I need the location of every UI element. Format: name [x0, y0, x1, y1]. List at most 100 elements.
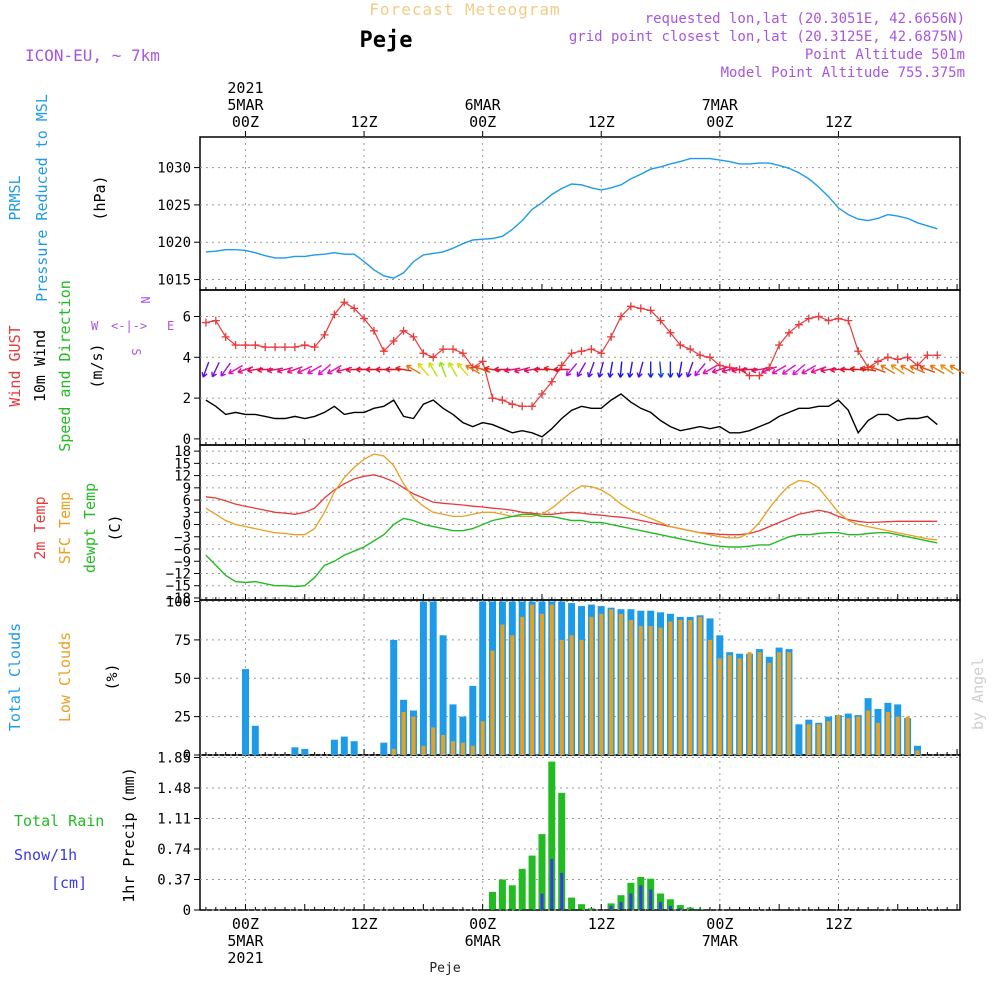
total-cloud-bar-23 [429, 601, 437, 755]
gust-marker-20 [399, 326, 408, 335]
total-cloud-bar-9 [291, 747, 299, 755]
gust-marker-51 [705, 353, 714, 362]
rain-bar-33 [528, 855, 536, 910]
total-cloud-bar-10 [301, 748, 309, 755]
precip-label-1: Snow/1h [14, 846, 77, 864]
gust-marker-0 [201, 318, 210, 327]
gust-marker-68 [873, 357, 882, 366]
low-cloud-bar-22 [421, 745, 426, 755]
series-line-temp-0 [205, 474, 938, 536]
bottom-time-label-4-1: 7MAR [702, 932, 739, 950]
low-cloud-bar-34 [540, 613, 544, 755]
low-cloud-bar-56 [757, 652, 762, 755]
wind-arrow-26 [457, 362, 469, 377]
gust-marker-73 [923, 351, 932, 360]
ytick-label-temp-8: 6 [183, 493, 191, 509]
gust-marker-38 [577, 347, 586, 356]
wind-arrow-29 [484, 365, 501, 372]
wind-arrow-1 [211, 362, 220, 378]
gust-marker-14 [340, 298, 349, 307]
wind-arrow-57 [761, 366, 778, 374]
wind-arrow-34 [533, 366, 550, 373]
low-cloud-bar-45 [648, 626, 653, 755]
ytick-label-wind-3: 6 [183, 310, 191, 326]
wind-arrow-76 [949, 364, 965, 375]
wind-arrow-11 [307, 364, 322, 375]
low-cloud-bar-72 [915, 750, 920, 755]
gust-marker-45 [646, 306, 655, 315]
wind-arrow-30 [494, 366, 511, 373]
low-cloud-bar-23 [431, 727, 436, 755]
panel-label-clouds-1: Low Clouds [56, 632, 74, 722]
gust-marker-3 [231, 341, 240, 350]
low-cloud-bar-48 [678, 620, 683, 755]
low-cloud-bar-29 [490, 650, 495, 755]
gust-marker-5 [251, 341, 260, 350]
wind-arrow-58 [771, 364, 787, 375]
ytick-label-wind-1: 2 [183, 391, 191, 407]
gust-marker-32 [518, 402, 527, 411]
chart-title: Forecast Meteogram [369, 0, 560, 19]
gust-marker-36 [557, 361, 566, 370]
low-cloud-bar-57 [767, 662, 772, 755]
ytick-label-temp-9: 9 [183, 481, 191, 497]
ytick-label-temp-11: 15 [174, 456, 191, 472]
wind-arrow-0 [201, 361, 210, 378]
rain-bar-37 [568, 897, 576, 910]
ytick-label-clouds-2: 50 [174, 671, 191, 687]
bottom-time-label-2-1: 6MAR [465, 932, 502, 950]
low-cloud-bar-20 [401, 712, 406, 755]
total-cloud-bar-14 [340, 736, 348, 755]
gust-marker-47 [666, 328, 675, 337]
wind-arrow-72 [909, 364, 926, 374]
low-cloud-bar-19 [391, 748, 396, 755]
ytick-label-precip-2: 0.74 [157, 842, 191, 858]
panel-label-wind-3: (m/s) [88, 343, 106, 388]
precip-panel [199, 754, 961, 911]
rain-bar-32 [518, 868, 526, 910]
gust-marker-61 [804, 314, 813, 323]
compass-n: N [138, 296, 152, 303]
top-time-label-0-0: 2021 [227, 79, 263, 97]
wind-arrow-60 [792, 363, 806, 376]
gust-marker-55 [745, 371, 754, 380]
panel-label-wind-0: Wind GUST [6, 325, 24, 406]
gust-marker-70 [893, 355, 902, 364]
top-time-label-0-2: 00Z [232, 113, 259, 131]
rain-bar-34 [538, 834, 546, 910]
wind-arrow-75 [939, 364, 955, 375]
ytick-label-pressure-3: 1030 [157, 161, 191, 177]
wind-arrow-55 [741, 366, 758, 374]
compass-arrows: <-|-> [111, 319, 147, 333]
ytick-label-temp-5: −3 [174, 530, 191, 546]
bottom-time-label-5-0: 12Z [825, 915, 852, 933]
low-cloud-bar-67 [866, 710, 871, 755]
ytick-label-temp-7: 3 [183, 505, 191, 521]
top-time-label-4-1: 00Z [706, 113, 733, 131]
gust-marker-10 [300, 341, 309, 350]
snow-bar-45 [649, 889, 653, 910]
temp-panel [199, 444, 961, 601]
wind-arrow-9 [286, 366, 303, 374]
total-cloud-bar-4 [242, 669, 249, 755]
ytick-label-temp-10: 12 [174, 469, 191, 485]
series-line-temp-2 [205, 513, 938, 588]
low-cloud-bar-24 [441, 735, 446, 755]
precip-label-0: Total Rain [14, 812, 104, 830]
total-cloud-bar-26 [459, 716, 467, 755]
wind-arrow-20 [395, 365, 412, 372]
gust-marker-11 [310, 343, 319, 352]
wind-arrow-51 [702, 364, 718, 375]
wind-arrow-45 [647, 361, 654, 378]
low-cloud-bar-41 [609, 609, 614, 755]
wind-compass: N S W E <-|-> [91, 296, 174, 355]
low-cloud-bar-40 [599, 613, 604, 755]
low-cloud-bar-58 [777, 652, 782, 755]
wind-arrow-69 [880, 364, 896, 375]
low-cloud-bar-69 [885, 712, 890, 755]
panel-label-pressure-1: Pressure Reduced to MSL [33, 94, 51, 302]
snow-bar-44 [639, 885, 643, 910]
gust-marker-23 [429, 353, 438, 362]
